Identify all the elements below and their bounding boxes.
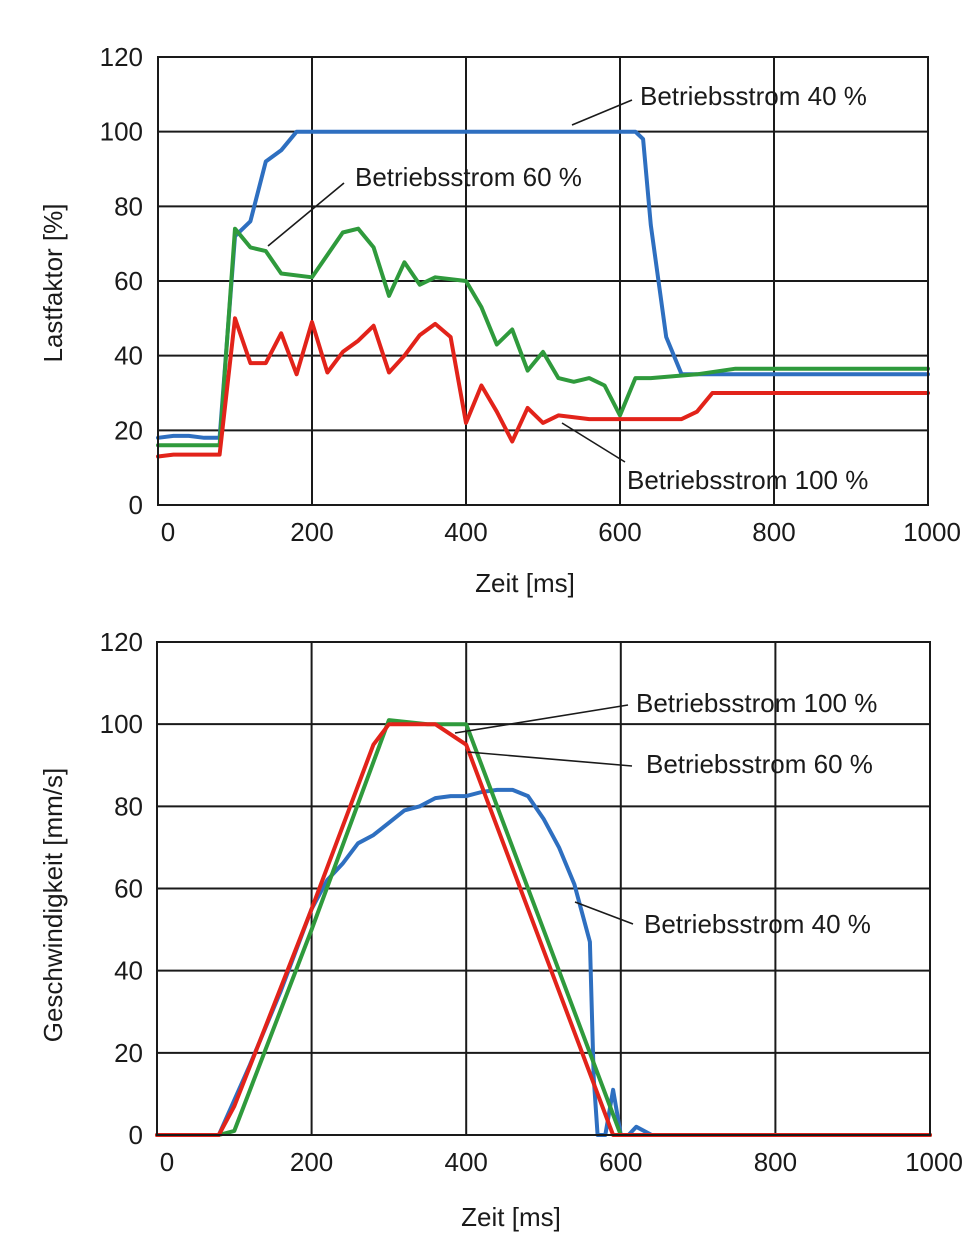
load-factor-grid <box>157 56 929 506</box>
callout-label: Betriebsstrom 40 % <box>640 81 867 111</box>
callout-betriebsstrom-60-bottom: Betriebsstrom 60 % <box>467 749 873 779</box>
y-tick-label: 20 <box>114 415 143 445</box>
speed-plot-frame <box>156 641 931 1136</box>
x-tick-label: 400 <box>444 517 487 547</box>
speed-x-axis-label: Zeit [ms] <box>461 1202 561 1232</box>
speed-y-axis-label: Geschwindigkeit [mm/s] <box>38 768 68 1043</box>
callout-label: Betriebsstrom 100 % <box>627 465 868 495</box>
x-tick-label: 600 <box>599 1147 642 1177</box>
callout-label: Betriebsstrom 60 % <box>355 162 582 192</box>
speed-chart: 0 20 40 60 80 100 120 0 200 400 600 800 1000 Zeit [… <box>38 627 963 1232</box>
x-tick-label: 800 <box>754 1147 797 1177</box>
x-tick-label: 0 <box>160 1147 174 1177</box>
callout-betriebsstrom-40-bottom: Betriebsstrom 40 % <box>574 901 871 939</box>
y-tick-label: 80 <box>114 791 143 821</box>
callout-label: Betriebsstrom 100 % <box>636 688 877 718</box>
series-line-betriebsstrom-60 <box>156 226 930 448</box>
y-tick-label: 80 <box>114 191 143 221</box>
callout-betriebsstrom-60-top: Betriebsstrom 60 % <box>267 162 582 247</box>
y-tick-label: 60 <box>114 266 143 296</box>
callout-betriebsstrom-100-top: Betriebsstrom 100 % <box>561 422 868 495</box>
y-tick-label: 0 <box>129 1120 143 1150</box>
load-factor-plot-frame <box>157 56 929 506</box>
callout-leader-line <box>561 422 626 463</box>
callout-leader-line <box>574 901 634 925</box>
x-tick-label: 600 <box>598 517 641 547</box>
y-tick-label: 100 <box>100 117 143 147</box>
load-factor-y-axis-label: Lastfaktor [%] <box>38 204 68 363</box>
load-factor-x-axis-label: Zeit [ms] <box>475 568 575 598</box>
load-factor-chart: 0 20 40 60 80 100 120 0 200 400 600 800 1000 Zeit [… <box>38 42 961 598</box>
load-factor-y-ticks: 0 20 40 60 80 100 120 <box>100 42 143 520</box>
callout-leader-line <box>267 182 345 247</box>
y-tick-label: 60 <box>114 874 143 904</box>
series-line-betriebsstrom-100 <box>156 316 930 459</box>
callout-betriebsstrom-40-top: Betriebsstrom 40 % <box>571 81 867 126</box>
callout-betriebsstrom-100-bottom: Betriebsstrom 100 % <box>454 688 877 734</box>
callout-leader-line <box>571 99 633 126</box>
x-tick-label: 1000 <box>905 1147 963 1177</box>
x-tick-label: 1000 <box>903 517 961 547</box>
y-tick-label: 100 <box>100 709 143 739</box>
load-factor-series-group <box>156 129 930 459</box>
callout-leader-line <box>467 751 633 767</box>
callout-label: Betriebsstrom 60 % <box>646 749 873 779</box>
y-tick-label: 20 <box>114 1038 143 1068</box>
x-tick-label: 0 <box>161 517 175 547</box>
y-tick-label: 120 <box>100 627 143 657</box>
x-tick-label: 400 <box>445 1147 488 1177</box>
y-tick-label: 40 <box>114 956 143 986</box>
y-tick-label: 0 <box>129 490 143 520</box>
x-tick-label: 800 <box>752 517 795 547</box>
callout-leader-line <box>454 704 629 734</box>
y-tick-label: 40 <box>114 341 143 371</box>
callout-label: Betriebsstrom 40 % <box>644 909 871 939</box>
y-tick-label: 120 <box>100 42 143 72</box>
series-line-betriebsstrom-40 <box>155 787 932 1137</box>
x-tick-label: 200 <box>290 1147 333 1177</box>
speed-x-ticks: 0 200 400 600 800 1000 <box>160 1147 963 1177</box>
x-tick-label: 200 <box>290 517 333 547</box>
load-factor-x-ticks: 0 200 400 600 800 1000 <box>161 517 961 547</box>
speed-y-ticks: 0 20 40 60 80 100 120 <box>100 627 143 1150</box>
